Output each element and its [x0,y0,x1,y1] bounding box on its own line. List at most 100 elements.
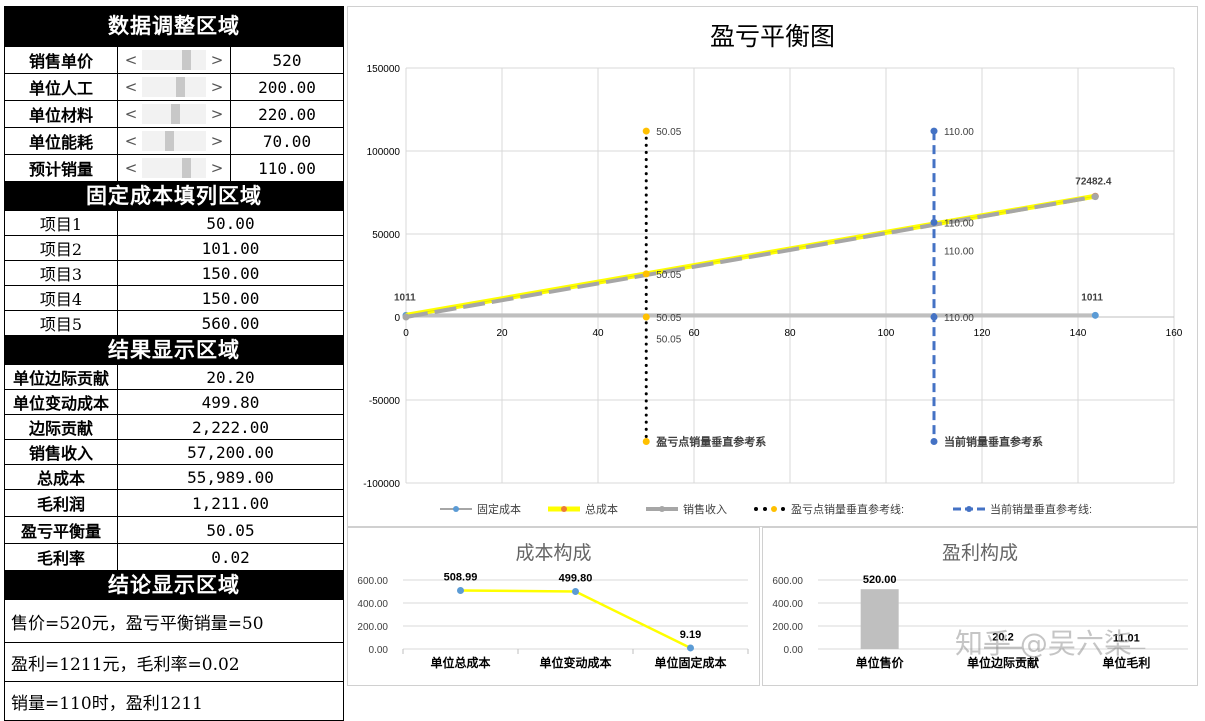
breakeven-ref-point [642,270,650,278]
scroll-track[interactable] [142,77,206,97]
adjust-row: 销售单价 < >520 [4,46,344,74]
fixed-cost-label: 1011 [1081,292,1103,303]
y-tick-label: 600.00 [357,576,388,587]
x-tick-label: 40 [592,328,604,339]
x-tick-label: 80 [784,328,796,339]
cost-chart-panel[interactable]: 成本构成 600.00 400.00 200.00 0.00 508.99 单位总成本 49… [347,527,760,686]
y-tick-label: 400.00 [772,599,803,610]
adjust-scrollbar[interactable]: < > [117,73,231,101]
extra-data-label: 50.05 [656,335,681,346]
scroll-track[interactable] [142,158,206,178]
x-tick-label: 140 [1070,328,1087,339]
scroll-track[interactable] [142,104,206,124]
scrollbar[interactable]: < > [118,128,230,154]
scroll-track[interactable] [142,50,206,70]
scroll-thumb[interactable] [181,50,191,70]
x-tick-label: 60 [688,328,700,339]
adjust-table: 销售单价 < >520 单位人工 < >200.00 单位材料 < >220.00 单位能耗 < >7… [4,46,344,182]
y-tick-label: 200.00 [357,622,388,633]
legend-marker [659,506,665,512]
adjust-label: 单位人工 [4,73,118,101]
legend-marker [453,506,459,512]
scroll-left-arrow-icon[interactable]: < [124,132,138,150]
fixed-cost-value[interactable]: 150.00 [117,260,344,286]
y-tick-label: 0.00 [784,645,804,656]
scroll-right-arrow-icon[interactable]: > [210,51,224,69]
fixed-cost-value[interactable]: 560.00 [117,310,344,336]
fixed-cost-value[interactable]: 50.00 [117,210,344,236]
conclusion-line-1: 售价=520元，盈亏平衡销量=50 [4,599,344,643]
result-row: 销售收入 57,200.00 [4,439,344,465]
fixed-cost-label: 项目3 [4,260,118,286]
scrollbar[interactable]: < > [118,47,230,73]
scroll-right-arrow-icon[interactable]: > [210,78,224,96]
adjust-scrollbar[interactable]: < > [117,154,231,182]
profit-chart: 600.00 400.00 200.00 0.00 520.00 单位售价 20.2 单位边际… [772,574,1188,670]
legend-marker [754,507,758,511]
scroll-thumb[interactable] [181,158,191,178]
scroll-thumb[interactable] [176,77,186,97]
adjust-row: 单位材料 < >220.00 [4,100,344,128]
scroll-left-arrow-icon[interactable]: < [124,105,138,123]
cost-point [572,588,579,596]
result-row: 盈亏平衡量 50.05 [4,516,344,544]
adjust-value[interactable]: 110.00 [230,154,344,182]
y-tick-label: 400.00 [357,599,388,610]
adjust-scrollbar[interactable]: < > [117,100,231,128]
adjust-scrollbar[interactable]: < > [117,46,231,74]
scroll-right-arrow-icon[interactable]: > [210,132,224,150]
result-value: 20.20 [117,364,344,390]
x-tick-label: 0 [403,328,409,339]
adjust-value[interactable]: 70.00 [230,127,344,155]
fixed-cost-value[interactable]: 101.00 [117,235,344,261]
breakeven-chart-panel[interactable]: 盈亏平衡图 150000 100000 50000 0 -50000 -100000 0 20… [347,6,1198,527]
adjust-value[interactable]: 520 [230,46,344,74]
scrollbar[interactable]: < > [118,101,230,127]
adjust-scrollbar[interactable]: < > [117,127,231,155]
fixed-cost-row: 项目5 560.00 [4,310,344,336]
adjust-value[interactable]: 220.00 [230,100,344,128]
fixed-cost-value[interactable]: 150.00 [117,285,344,311]
scroll-right-arrow-icon[interactable]: > [210,105,224,123]
breakeven-ref-label: 50.05 [656,270,681,281]
y-tick-label: 600.00 [772,576,803,587]
scrollbar[interactable]: < > [118,74,230,100]
scroll-track[interactable] [142,131,206,151]
scrollbar[interactable]: < > [118,155,230,181]
result-row: 边际贡献 2,222.00 [4,414,344,440]
result-label: 毛利润 [4,489,118,517]
scroll-left-arrow-icon[interactable]: < [124,159,138,177]
adjust-value[interactable]: 200.00 [230,73,344,101]
profit-chart-panel[interactable]: 盈利构成 600.00 400.00 200.00 0.00 520.00 单位售价 20.… [762,527,1198,686]
legend-label: 总成本 [585,502,618,516]
x-tick-label: 160 [1166,328,1183,339]
result-label: 单位变动成本 [4,389,118,415]
scroll-thumb[interactable] [170,104,180,124]
y-tick-label: 50000 [372,230,400,241]
cost-category-label: 单位固定成本 [654,655,726,670]
scroll-thumb[interactable] [165,131,175,151]
scroll-left-arrow-icon[interactable]: < [124,51,138,69]
result-row: 单位变动成本 499.80 [4,389,344,415]
adjust-label: 单位材料 [4,100,118,128]
profit-value-label: 520.00 [863,574,897,586]
cost-point [687,644,694,652]
scroll-right-arrow-icon[interactable]: > [210,159,224,177]
cost-category-label: 单位总成本 [430,655,490,670]
fixed-cost-label: 项目1 [4,210,118,236]
fixed-cost-row: 项目4 150.00 [4,285,344,311]
adjust-section-title: 数据调整区域 [4,6,344,46]
result-label: 边际贡献 [4,414,118,440]
legend-marker [771,506,777,512]
adjust-label: 预计销量 [4,154,118,182]
result-label: 盈亏平衡量 [4,516,118,544]
profit-category-label: 单位售价 [856,655,905,670]
scroll-left-arrow-icon[interactable]: < [124,78,138,96]
cost-value-label: 9.19 [680,629,701,641]
breakeven-ref-point [642,438,650,445]
profit-value-label: 11.01 [1113,633,1140,645]
legend-marker [763,507,767,511]
result-label: 毛利率 [4,543,118,571]
conclusion-line-3: 销量=110时，盈利1211 [4,681,344,721]
fixed-cost-label: 项目5 [4,310,118,336]
